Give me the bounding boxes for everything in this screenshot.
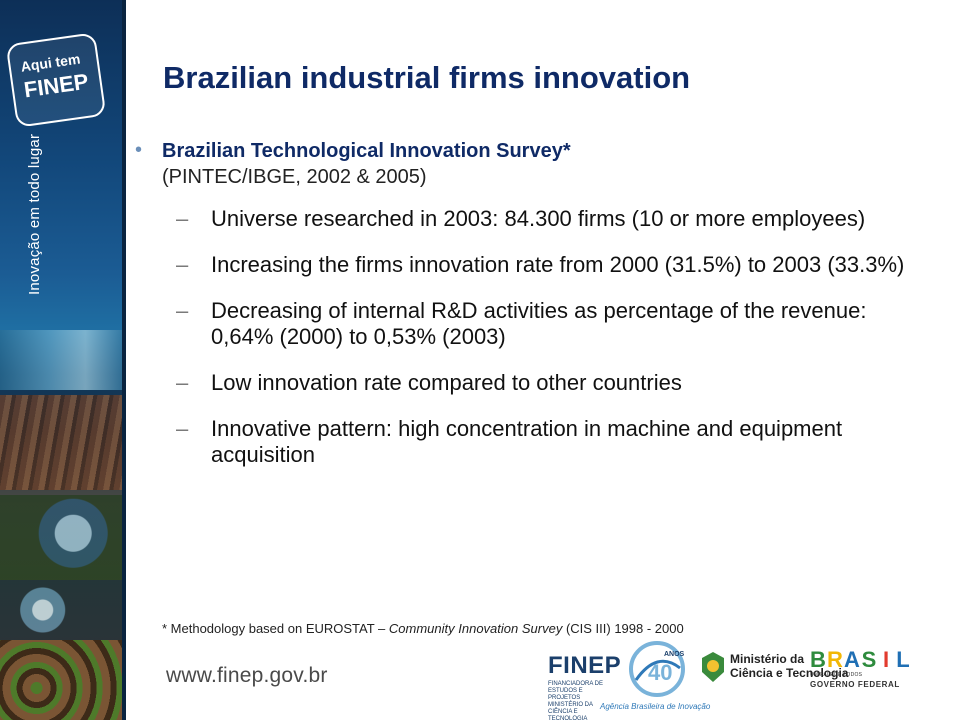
- list-item-text: Decreasing of internal R&D activities as…: [211, 298, 867, 349]
- brasil-letter: L: [896, 647, 910, 672]
- ministerio-logo: Ministério da Ciência e Tecnologia: [700, 650, 848, 686]
- slide-content: • Brazilian Technological Innovation Sur…: [135, 138, 915, 488]
- aqui-tem-finep-logo: Aqui tem FINEP: [5, 32, 107, 128]
- governo-federal-logo: B R A S I L UM PAÍS DE TODOS GOVERNO FED…: [810, 648, 910, 690]
- sub-bullet-list: – Universe researched in 2003: 84.300 fi…: [135, 206, 915, 468]
- dash-icon: –: [176, 298, 189, 323]
- lab-photo: [0, 495, 122, 580]
- brasil-letter: R: [827, 647, 843, 672]
- bullet-subheading: (PINTEC/IBGE, 2002 & 2005): [162, 166, 427, 188]
- dash-icon: –: [176, 206, 189, 231]
- industrial-photo: [0, 395, 122, 490]
- oil-platform-photo: [0, 330, 122, 390]
- list-item: – Increasing the firms innovation rate f…: [176, 252, 915, 278]
- governo-federal-text: GOVERNO FEDERAL: [810, 680, 900, 689]
- seedlings-photo: [0, 640, 122, 720]
- list-item-text: Low innovation rate compared to other co…: [211, 370, 682, 395]
- ministerio-text: Ministério da Ciência e Tecnologia: [730, 652, 848, 680]
- band-divider: [122, 0, 126, 720]
- dash-icon: –: [176, 416, 189, 441]
- bullet-dot-icon: •: [135, 139, 143, 161]
- bullet-heading: Brazilian Technological Innovation Surve…: [162, 140, 571, 162]
- main-bullet: • Brazilian Technological Innovation Sur…: [135, 138, 915, 190]
- anos-number: 40: [648, 660, 672, 685]
- brasil-letter: S: [861, 647, 877, 672]
- sidebar-tagline: Inovação em todo lugar: [26, 133, 43, 295]
- brasil-letter: B: [810, 647, 826, 672]
- ministerio-line2: Ciência e Tecnologia: [730, 666, 849, 680]
- website-link[interactable]: www.finep.gov.br: [166, 664, 328, 687]
- brasil-letter: A: [844, 647, 860, 672]
- list-item: – Universe researched in 2003: 84.300 fi…: [176, 206, 915, 232]
- list-item: – Low innovation rate compared to other …: [176, 370, 915, 396]
- slide-title: Brazilian industrial firms innovation: [163, 60, 691, 95]
- anos-label: ANOS: [664, 651, 685, 658]
- finep-logo: FINEP FINANCIADORA DE ESTUDOS E PROJETOS…: [548, 640, 710, 722]
- ministerio-line1: Ministério da: [730, 652, 805, 666]
- brasil-letter: I: [882, 647, 890, 672]
- dash-icon: –: [176, 370, 189, 395]
- list-item: – Decreasing of internal R&D activities …: [176, 298, 915, 350]
- sidebar-band: Aqui tem FINEP Inovação em todo lugar: [0, 0, 122, 720]
- brasil-wordmark: B R A S I L: [810, 648, 911, 672]
- footnote-prefix: * Methodology based on EUROSTAT –: [162, 621, 389, 636]
- dash-icon: –: [176, 252, 189, 277]
- footnote-italic: Community Innovation Survey: [388, 621, 563, 636]
- list-item: – Innovative pattern: high concentration…: [176, 416, 915, 468]
- 40-anos-icon: 40 ANOS: [629, 641, 685, 697]
- pipette-photo: [0, 580, 122, 640]
- footnote-suffix: (CIS III) 1998 - 2000: [562, 621, 684, 636]
- finep-wordmark: FINEP: [548, 652, 622, 679]
- logo-line2: FINEP: [22, 68, 90, 103]
- ministerio-emblem-icon: [702, 652, 724, 682]
- list-item-text: Increasing the firms innovation rate fro…: [211, 252, 905, 277]
- list-item-text: Innovative pattern: high concentration i…: [211, 416, 843, 467]
- methodology-footnote: * Methodology based on EUROSTAT – Commun…: [162, 621, 684, 636]
- agencia-caption: Agência Brasileira de Inovação: [600, 702, 711, 711]
- um-pais-tagline: UM PAÍS DE TODOS: [810, 672, 863, 678]
- list-item-text: Universe researched in 2003: 84.300 firm…: [211, 206, 866, 231]
- finep-caption: FINANCIADORA DE ESTUDOS E PROJETOS MINIS…: [548, 681, 604, 722]
